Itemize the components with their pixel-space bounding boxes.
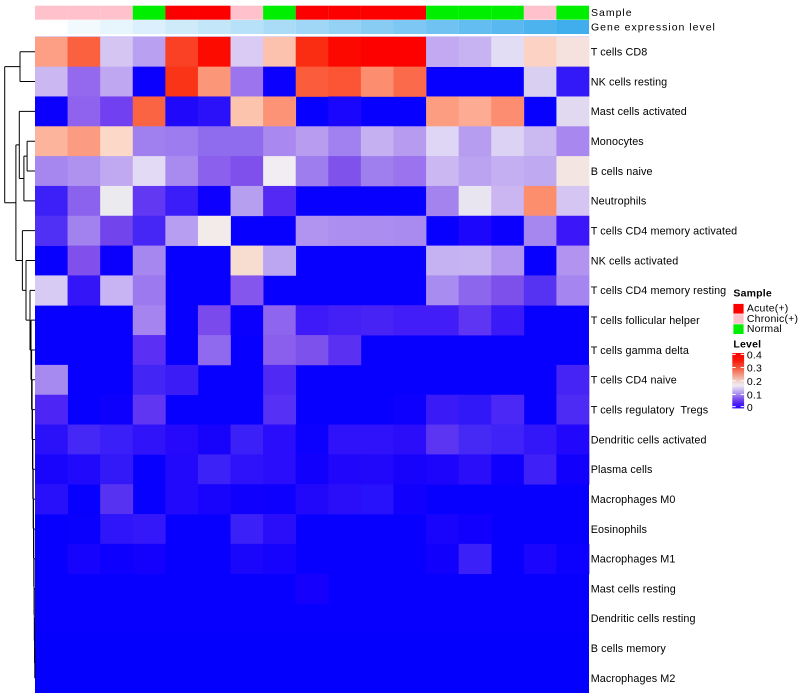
svg-text:Sample: Sample [733, 287, 772, 299]
svg-text:0.4: 0.4 [747, 350, 762, 362]
svg-text:B cells naive: B cells naive [591, 166, 653, 178]
svg-text:0.3: 0.3 [747, 363, 762, 375]
svg-text:Acute(+): Acute(+) [747, 303, 789, 315]
svg-text:B cells memory: B cells memory [591, 643, 667, 655]
svg-text:Level: Level [733, 338, 761, 350]
svg-text:T cells regulatory Tregs: T cells regulatory Tregs [591, 404, 709, 416]
svg-text:Monocytes: Monocytes [591, 136, 645, 148]
svg-text:NK cells activated: NK cells activated [591, 255, 679, 267]
svg-text:Gene expression level: Gene expression level [591, 21, 716, 33]
svg-text:Macrophages M0: Macrophages M0 [591, 494, 676, 506]
svg-text:T cells follicular helper: T cells follicular helper [591, 315, 700, 327]
svg-text:Eosinophils: Eosinophils [591, 524, 648, 536]
svg-text:Dendritic cells activated: Dendritic cells activated [591, 434, 707, 446]
svg-text:Macrophages M2: Macrophages M2 [591, 673, 676, 685]
svg-text:Dendritic cells resting: Dendritic cells resting [591, 613, 696, 625]
svg-text:Mast cells activated: Mast cells activated [591, 106, 687, 118]
svg-text:0.2: 0.2 [747, 376, 762, 388]
svg-text:0: 0 [747, 402, 753, 414]
svg-text:T cells CD4 memory resting: T cells CD4 memory resting [591, 285, 727, 297]
svg-text:Sample: Sample [591, 7, 633, 19]
svg-text:0.1: 0.1 [747, 390, 762, 402]
svg-text:Macrophages M1: Macrophages M1 [591, 554, 676, 566]
svg-text:T cells gamma delta: T cells gamma delta [591, 345, 689, 357]
svg-text:Normal: Normal [747, 323, 782, 335]
svg-text:NK cells resting: NK cells resting [591, 76, 668, 88]
svg-text:Neutrophils: Neutrophils [591, 196, 647, 208]
svg-text:Plasma cells: Plasma cells [591, 464, 653, 476]
svg-text:T cells CD4 naive: T cells CD4 naive [591, 375, 677, 387]
svg-text:T cells CD8: T cells CD8 [591, 47, 648, 59]
svg-text:Mast cells resting: Mast cells resting [591, 583, 676, 595]
svg-text:Chronic(+): Chronic(+) [747, 313, 798, 325]
svg-text:T cells CD4 memory activated: T cells CD4 memory activated [591, 225, 738, 237]
